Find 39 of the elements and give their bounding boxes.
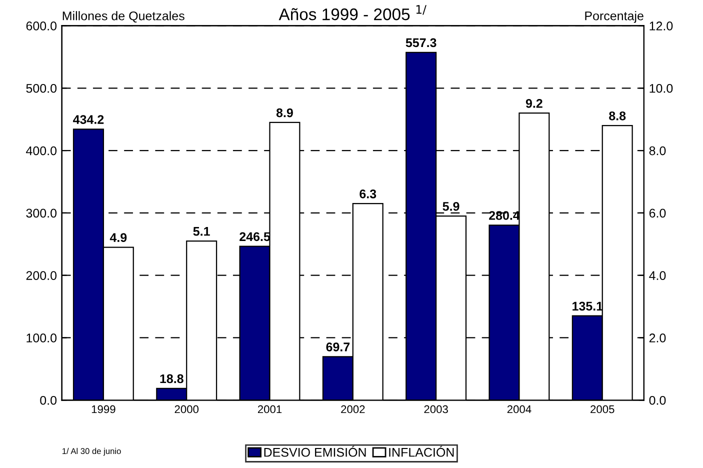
y2-tick-label: 0.0 — [649, 396, 666, 405]
y-tick-label: 100.0 — [26, 334, 57, 342]
data-label: 434.2 — [73, 115, 104, 124]
data-label: 69.7 — [326, 342, 350, 352]
y-tick-label: 400.0 — [26, 146, 57, 156]
data-label: 5.9 — [442, 202, 460, 211]
data-label: 5.1 — [193, 227, 210, 236]
data-label: 6.3 — [360, 189, 376, 198]
data-label: 18.8 — [160, 374, 184, 384]
data-label: 135.1 — [572, 302, 603, 311]
y2-tick-label: 8.0 — [649, 146, 666, 156]
y2-tick-label: 2.0 — [649, 334, 666, 342]
y2-axis-title: Porcentaje — [585, 11, 644, 23]
y-tick-label: 300.0 — [26, 208, 57, 218]
data-label: 9.2 — [526, 99, 542, 108]
y-tick-label: 600.0 — [26, 22, 57, 30]
y2-tick-label: 10.0 — [650, 84, 673, 93]
y-tick-label: 0.0 — [40, 396, 57, 405]
legend-label: INFLACIÓN — [389, 446, 454, 457]
data-label: 8.8 — [609, 111, 626, 120]
y-tick-label: 200.0 — [26, 271, 57, 280]
x-tick-label: 1999 — [92, 405, 116, 414]
y-axis-title: Millones de Quetzales — [62, 11, 184, 23]
x-tick-label: 2001 — [258, 405, 282, 414]
x-tick-label: 2004 — [507, 405, 532, 414]
x-tick-label: 2002 — [341, 405, 365, 414]
y-tick-label: 500.0 — [26, 84, 57, 93]
data-label: 557.3 — [406, 38, 436, 48]
text: 1/ Al 30 de junio — [62, 448, 121, 456]
y2-tick-label: 4.0 — [649, 271, 666, 280]
legend-label: DESVIO EMISIÓN — [264, 446, 366, 457]
x-tick-label: 2005 — [590, 405, 614, 414]
data-label: 8.9 — [276, 108, 293, 118]
x-tick-label: 2000 — [174, 405, 199, 414]
chart-title: Años 1999 - 2005 $^{1/}$ — [278, 5, 426, 20]
y2-tick-label: 6.0 — [649, 208, 666, 218]
y2-tick-label: 12.0 — [650, 22, 673, 30]
data-label: 4.9 — [110, 233, 127, 242]
x-tick-label: 2003 — [424, 405, 448, 414]
